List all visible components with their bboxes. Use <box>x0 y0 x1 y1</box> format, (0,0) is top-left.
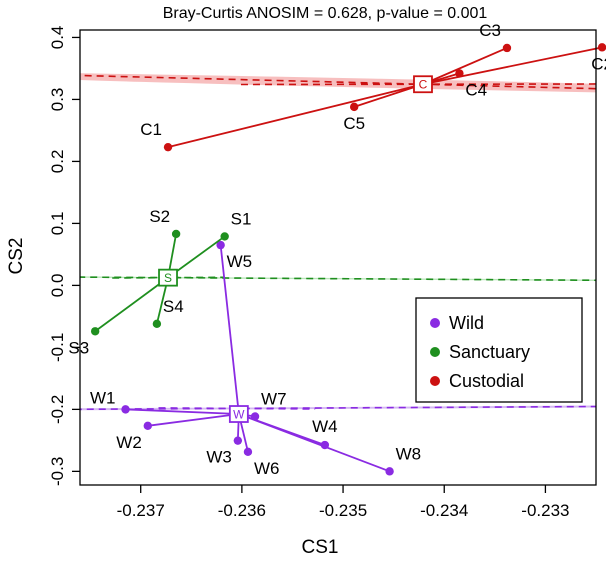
point-label-s4: S4 <box>163 297 184 316</box>
x-axis-label: CS1 <box>302 537 339 558</box>
point-w5 <box>216 240 225 250</box>
point-label-c2: C2 <box>591 54 606 73</box>
point-label-w3: W3 <box>206 448 232 467</box>
point-w8 <box>385 467 394 476</box>
x-tick-label: -0.234 <box>420 501 468 520</box>
point-label-w5: W5 <box>227 252 253 271</box>
point-label-s2: S2 <box>149 207 170 226</box>
y-tick-label: 0.2 <box>48 150 67 174</box>
wild-centroid-box <box>228 405 249 423</box>
point-w2 <box>143 421 152 431</box>
point-w7 <box>250 412 260 421</box>
legend-marker-sanctuary <box>430 347 440 357</box>
custodial-spider-c1 <box>167 83 424 149</box>
chart-title: Bray-Curtis ANOSIM = 0.628, p-value = 0.… <box>163 5 488 22</box>
y-tick-label: -0.2 <box>48 395 67 424</box>
x-tick-label: -0.237 <box>117 501 165 520</box>
y-tick-label: -0.1 <box>48 333 67 362</box>
wild-spider-w5 <box>219 245 240 415</box>
plot-area: W1W2W3W4W5W6W7W8WS1S2S3S4SC1C2C3C4C5C <box>68 21 606 478</box>
point-w4 <box>320 440 330 450</box>
y-tick-label: -0.3 <box>48 457 67 486</box>
point-label-w6: W6 <box>254 459 280 478</box>
point-c4 <box>455 69 464 78</box>
sanctuary-spider-s3 <box>94 276 169 332</box>
point-c2 <box>597 43 606 52</box>
custodial-spider-c5 <box>353 83 424 108</box>
x-tick-label: -0.233 <box>521 501 569 520</box>
point-w6 <box>243 447 253 457</box>
wild-spider-w1 <box>125 408 239 415</box>
sanctuary-centroid-label: S <box>164 271 172 285</box>
sanctuary-centroid-box <box>158 268 178 287</box>
custodial-centroid-box <box>413 75 433 94</box>
point-w1 <box>121 405 130 414</box>
legend-marker-wild <box>430 318 440 328</box>
y-tick-label: 0.1 <box>48 212 67 236</box>
wild-centroid-label: W <box>233 408 245 422</box>
point-s2 <box>171 229 181 239</box>
x-tick-label: -0.236 <box>218 501 266 520</box>
point-label-w1: W1 <box>90 388 116 407</box>
point-s3 <box>90 327 100 336</box>
axes: -0.237 -0.236 -0.235 -0.234 -0.233 -0.3 -0.2 -0… <box>48 26 597 520</box>
x-tick-label: -0.235 <box>319 501 367 520</box>
legend-label-sanctuary: Sanctuary <box>449 342 530 362</box>
y-tick-label: 0.0 <box>48 274 67 298</box>
legend-marker-custodial <box>430 376 440 386</box>
point-label-w2: W2 <box>116 433 142 452</box>
point-w3 <box>233 436 243 445</box>
y-tick-label: 0.4 <box>48 26 67 50</box>
point-c1 <box>163 142 173 152</box>
plot-frame <box>79 29 597 486</box>
point-c3 <box>502 43 512 53</box>
point-label-w7: W7 <box>261 390 287 409</box>
point-label-s1: S1 <box>231 209 252 228</box>
custodial-spider-c2 <box>422 46 603 86</box>
custodial-spider-c3 <box>422 47 508 86</box>
point-label-c5: C5 <box>343 114 365 133</box>
point-label-c4: C4 <box>465 80 487 99</box>
custodial-centroid-label: C <box>419 78 428 92</box>
wild-spider-w8 <box>238 413 390 473</box>
legend: Wild Sanctuary Custodial <box>415 297 583 403</box>
legend-label-custodial: Custodial <box>449 371 524 391</box>
y-tick-label: 0.3 <box>48 88 67 112</box>
point-s4 <box>152 319 162 329</box>
point-s1 <box>220 232 229 241</box>
point-label-c1: C1 <box>140 120 162 139</box>
wild-spider-w2 <box>147 413 239 427</box>
y-axis-label: CS2 <box>6 238 27 275</box>
point-label-w8: W8 <box>396 444 422 463</box>
point-c5 <box>349 102 359 112</box>
legend-label-wild: Wild <box>449 313 484 333</box>
legend-box <box>415 297 583 403</box>
sanctuary-ellipse-minor-axis <box>80 276 596 282</box>
point-label-w4: W4 <box>312 417 338 436</box>
